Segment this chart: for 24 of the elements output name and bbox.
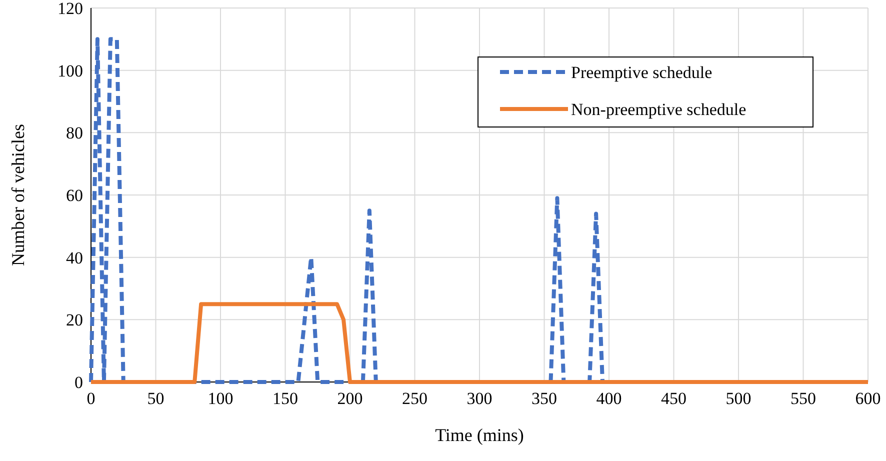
x-tick-label: 250: [402, 389, 428, 408]
x-tick-label: 0: [86, 389, 96, 408]
x-tick-label: 500: [726, 389, 752, 408]
x-tick-label: 50: [147, 389, 164, 408]
y-tick-label: 60: [66, 186, 83, 205]
legend-label: Preemptive schedule: [571, 63, 712, 82]
y-tick-label: 0: [74, 373, 83, 392]
y-tick-label: 100: [58, 61, 83, 80]
y-axis-title: Number of vehicles: [8, 124, 28, 266]
y-tick-label: 80: [66, 124, 83, 143]
x-tick-label: 150: [272, 389, 298, 408]
y-tick-label: 120: [58, 0, 83, 18]
x-tick-label: 600: [855, 389, 881, 408]
x-tick-label: 400: [596, 389, 622, 408]
x-tick-label: 350: [532, 389, 557, 408]
x-tick-label: 100: [208, 389, 234, 408]
y-tick-label: 20: [66, 310, 83, 330]
x-axis-title: Time (mins): [435, 425, 524, 445]
legend-label: Non-preemptive schedule: [571, 100, 746, 119]
x-tick-label: 200: [337, 389, 363, 408]
y-tick-label: 40: [66, 248, 83, 268]
x-tick-label: 450: [661, 389, 686, 408]
x-tick-label: 550: [790, 389, 816, 408]
x-tick-label: 300: [466, 389, 492, 408]
